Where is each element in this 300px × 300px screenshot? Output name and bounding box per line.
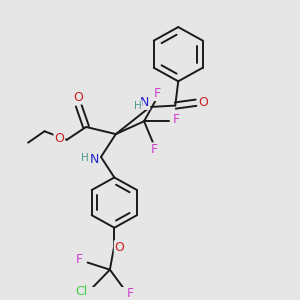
Text: F: F — [173, 113, 180, 126]
Text: N: N — [90, 153, 99, 166]
Text: F: F — [151, 143, 158, 156]
Text: F: F — [154, 87, 161, 100]
Text: O: O — [199, 96, 208, 109]
Text: H: H — [81, 153, 88, 163]
Text: F: F — [76, 253, 83, 266]
Text: O: O — [115, 241, 124, 254]
Text: O: O — [54, 132, 64, 145]
Text: H: H — [134, 101, 141, 111]
Text: N: N — [140, 96, 149, 109]
Text: Cl: Cl — [75, 285, 87, 298]
Text: O: O — [74, 91, 84, 103]
Text: F: F — [127, 287, 134, 300]
